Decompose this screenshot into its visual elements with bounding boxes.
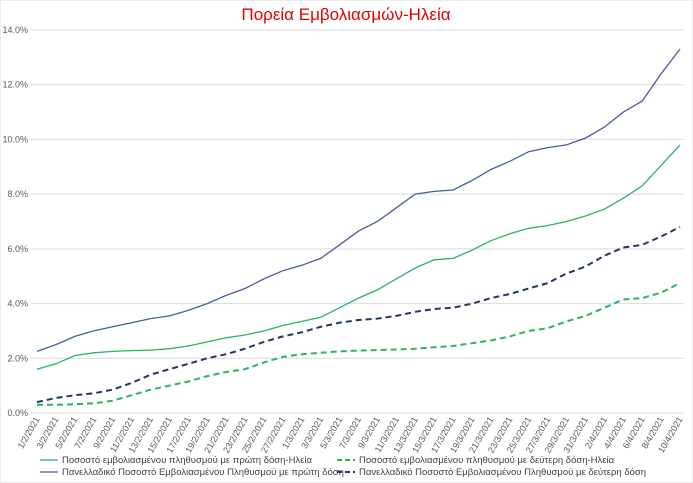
y-tick-label: 6.0% xyxy=(7,244,28,254)
y-tick-label: 2.0% xyxy=(7,353,28,363)
y-tick-label: 4.0% xyxy=(7,299,28,309)
series-line xyxy=(36,144,681,370)
legend-label: Πανελλαδικό Ποσοστό Εμβολιασμένου Πληθυσ… xyxy=(62,467,344,478)
legend-label: Ποσοστό εμβολιασμένου πληθυσμού με πρώτη… xyxy=(62,455,313,466)
series-line xyxy=(36,48,681,353)
y-tick-label: 10.0% xyxy=(2,134,28,144)
legend-label: Πανελλαδικό Ποσοστό Εμβολιασμένου Πληθυσ… xyxy=(359,467,646,478)
legend-label: Ποσοστό εμβολιασμένου πληθυσμού με δεύτε… xyxy=(359,455,615,466)
chart-title: Πορεία Εμβολιασμών-Ηλεία xyxy=(241,5,450,24)
y-tick-label: 12.0% xyxy=(2,80,28,90)
y-tick-label: 8.0% xyxy=(7,189,28,199)
y-tick-label: 14.0% xyxy=(2,25,28,35)
series-line xyxy=(37,282,681,406)
series-line xyxy=(36,226,681,404)
y-tick-label: 0.0% xyxy=(7,408,28,418)
